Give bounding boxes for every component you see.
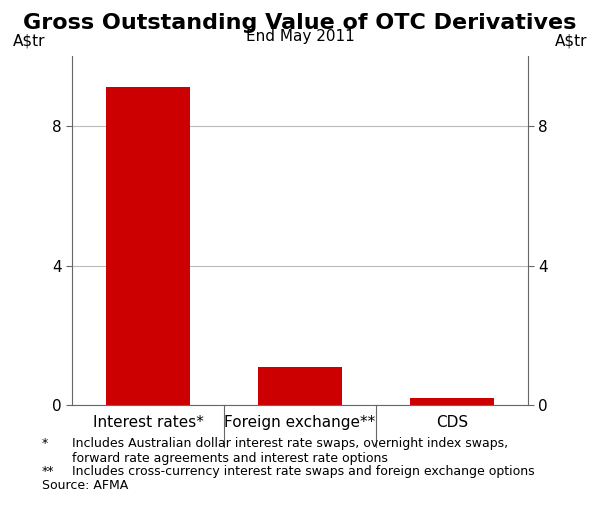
- Text: **: **: [42, 465, 55, 479]
- Bar: [258, 367, 342, 405]
- Text: End May 2011: End May 2011: [245, 29, 355, 44]
- Bar: [410, 399, 494, 405]
- Text: *: *: [42, 437, 48, 450]
- Bar: [106, 87, 190, 405]
- Text: Source: AFMA: Source: AFMA: [42, 479, 128, 492]
- Text: Includes Australian dollar interest rate swaps, overnight index swaps,: Includes Australian dollar interest rate…: [72, 437, 508, 450]
- Text: A$tr: A$tr: [555, 33, 587, 49]
- Text: A$tr: A$tr: [13, 33, 45, 49]
- Text: forward rate agreements and interest rate options: forward rate agreements and interest rat…: [72, 452, 388, 465]
- Text: Gross Outstanding Value of OTC Derivatives: Gross Outstanding Value of OTC Derivativ…: [23, 13, 577, 33]
- Text: Includes cross-currency interest rate swaps and foreign exchange options: Includes cross-currency interest rate sw…: [72, 465, 535, 479]
